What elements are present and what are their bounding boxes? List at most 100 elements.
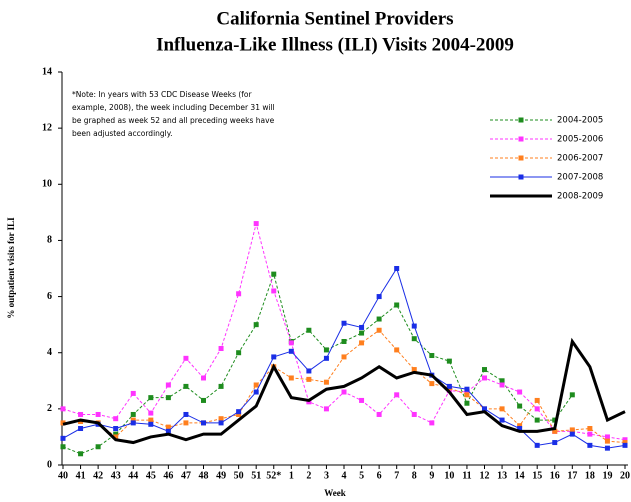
data-point xyxy=(587,426,593,432)
data-point xyxy=(499,382,505,388)
x-tick-label: 47 xyxy=(181,470,191,481)
data-point xyxy=(130,390,136,396)
x-tick-label: 4 xyxy=(342,470,347,481)
series-line xyxy=(62,272,573,455)
data-point xyxy=(130,417,136,423)
data-point xyxy=(78,451,84,457)
data-point xyxy=(201,420,206,426)
data-point xyxy=(359,397,365,403)
note: example, 2008), the week including Decem… xyxy=(72,103,275,112)
data-point xyxy=(78,411,84,417)
data-point xyxy=(288,340,294,346)
x-tick-label: 51 xyxy=(251,470,261,481)
data-point xyxy=(604,438,610,444)
data-point xyxy=(218,383,224,389)
data-point xyxy=(604,445,610,451)
x-tick-label: 12 xyxy=(480,470,490,481)
x-tick-label: 1 xyxy=(289,470,294,481)
data-point xyxy=(394,302,400,308)
data-point xyxy=(359,324,365,330)
data-point xyxy=(60,406,66,412)
data-point xyxy=(253,322,259,328)
data-point xyxy=(183,420,189,426)
data-point xyxy=(323,379,329,385)
data-point xyxy=(201,397,206,403)
legend-label: 2008-2009 xyxy=(557,192,603,202)
x-tick-label: 19 xyxy=(602,470,612,481)
x-tick-label: 11 xyxy=(462,470,471,481)
data-point xyxy=(341,320,347,326)
data-point xyxy=(95,411,101,417)
data-point xyxy=(587,442,593,448)
data-point xyxy=(411,336,417,342)
data-point xyxy=(482,375,487,381)
data-point xyxy=(148,410,154,416)
data-point xyxy=(482,406,487,412)
data-point xyxy=(552,440,558,446)
data-point xyxy=(148,421,154,427)
data-point xyxy=(534,406,540,412)
legend-marker xyxy=(518,136,524,142)
x-axis-label: Week xyxy=(324,488,346,498)
series-line xyxy=(62,337,626,445)
y-tick-label: 12 xyxy=(42,122,52,133)
data-point xyxy=(446,383,452,389)
data-point xyxy=(323,406,329,412)
data-point xyxy=(306,368,312,374)
data-point xyxy=(271,354,277,360)
data-point xyxy=(394,266,400,271)
data-point xyxy=(411,323,417,329)
data-point xyxy=(517,423,523,429)
data-point xyxy=(499,406,505,412)
data-point xyxy=(429,420,435,426)
y-tick-label: 6 xyxy=(47,291,52,302)
data-point xyxy=(429,353,435,359)
data-point xyxy=(165,424,171,430)
y-tick-label: 14 xyxy=(42,66,52,77)
x-tick-label: 50 xyxy=(234,470,244,481)
data-point xyxy=(165,428,171,434)
data-point xyxy=(394,347,400,353)
data-point xyxy=(183,411,189,417)
x-tick-label: 46 xyxy=(163,470,173,481)
x-tick-label: 15 xyxy=(532,470,542,481)
data-point xyxy=(376,411,382,417)
data-point xyxy=(148,395,154,401)
legend-label: 2005-2006 xyxy=(557,135,603,145)
data-point xyxy=(253,382,259,388)
legend-label: 2006-2007 xyxy=(557,154,603,164)
data-point xyxy=(517,426,523,432)
x-tick-label: 14 xyxy=(515,470,525,481)
y-tick-label: 2 xyxy=(47,403,52,414)
data-point xyxy=(569,431,575,437)
chart-title: California Sentinel Providers xyxy=(216,8,453,29)
data-point xyxy=(271,288,277,294)
data-point xyxy=(323,347,329,353)
data-point xyxy=(411,367,417,373)
x-tick-label: 6 xyxy=(377,470,382,481)
x-tick-label: 20 xyxy=(620,470,630,481)
x-tick-label: 48 xyxy=(199,470,209,481)
data-point xyxy=(446,358,452,364)
data-point xyxy=(201,375,206,381)
data-point xyxy=(499,378,505,384)
data-point xyxy=(306,376,312,382)
data-point xyxy=(376,294,382,300)
data-point xyxy=(482,367,487,373)
x-tick-label: 52* xyxy=(266,470,281,481)
data-point xyxy=(288,375,294,381)
data-point xyxy=(148,417,154,423)
x-tick-label: 18 xyxy=(585,470,595,481)
data-point xyxy=(376,316,382,322)
data-point xyxy=(323,355,329,361)
note: been adjusted accordingly. xyxy=(72,129,173,138)
data-point xyxy=(359,330,365,336)
data-point xyxy=(236,411,242,417)
data-point xyxy=(569,427,575,433)
x-tick-label: 43 xyxy=(111,470,121,481)
data-point xyxy=(78,426,84,432)
x-tick-label: 44 xyxy=(128,470,138,481)
data-point xyxy=(429,381,435,387)
note: be graphed as week 52 and all preceding … xyxy=(72,116,275,125)
data-point xyxy=(552,428,558,434)
